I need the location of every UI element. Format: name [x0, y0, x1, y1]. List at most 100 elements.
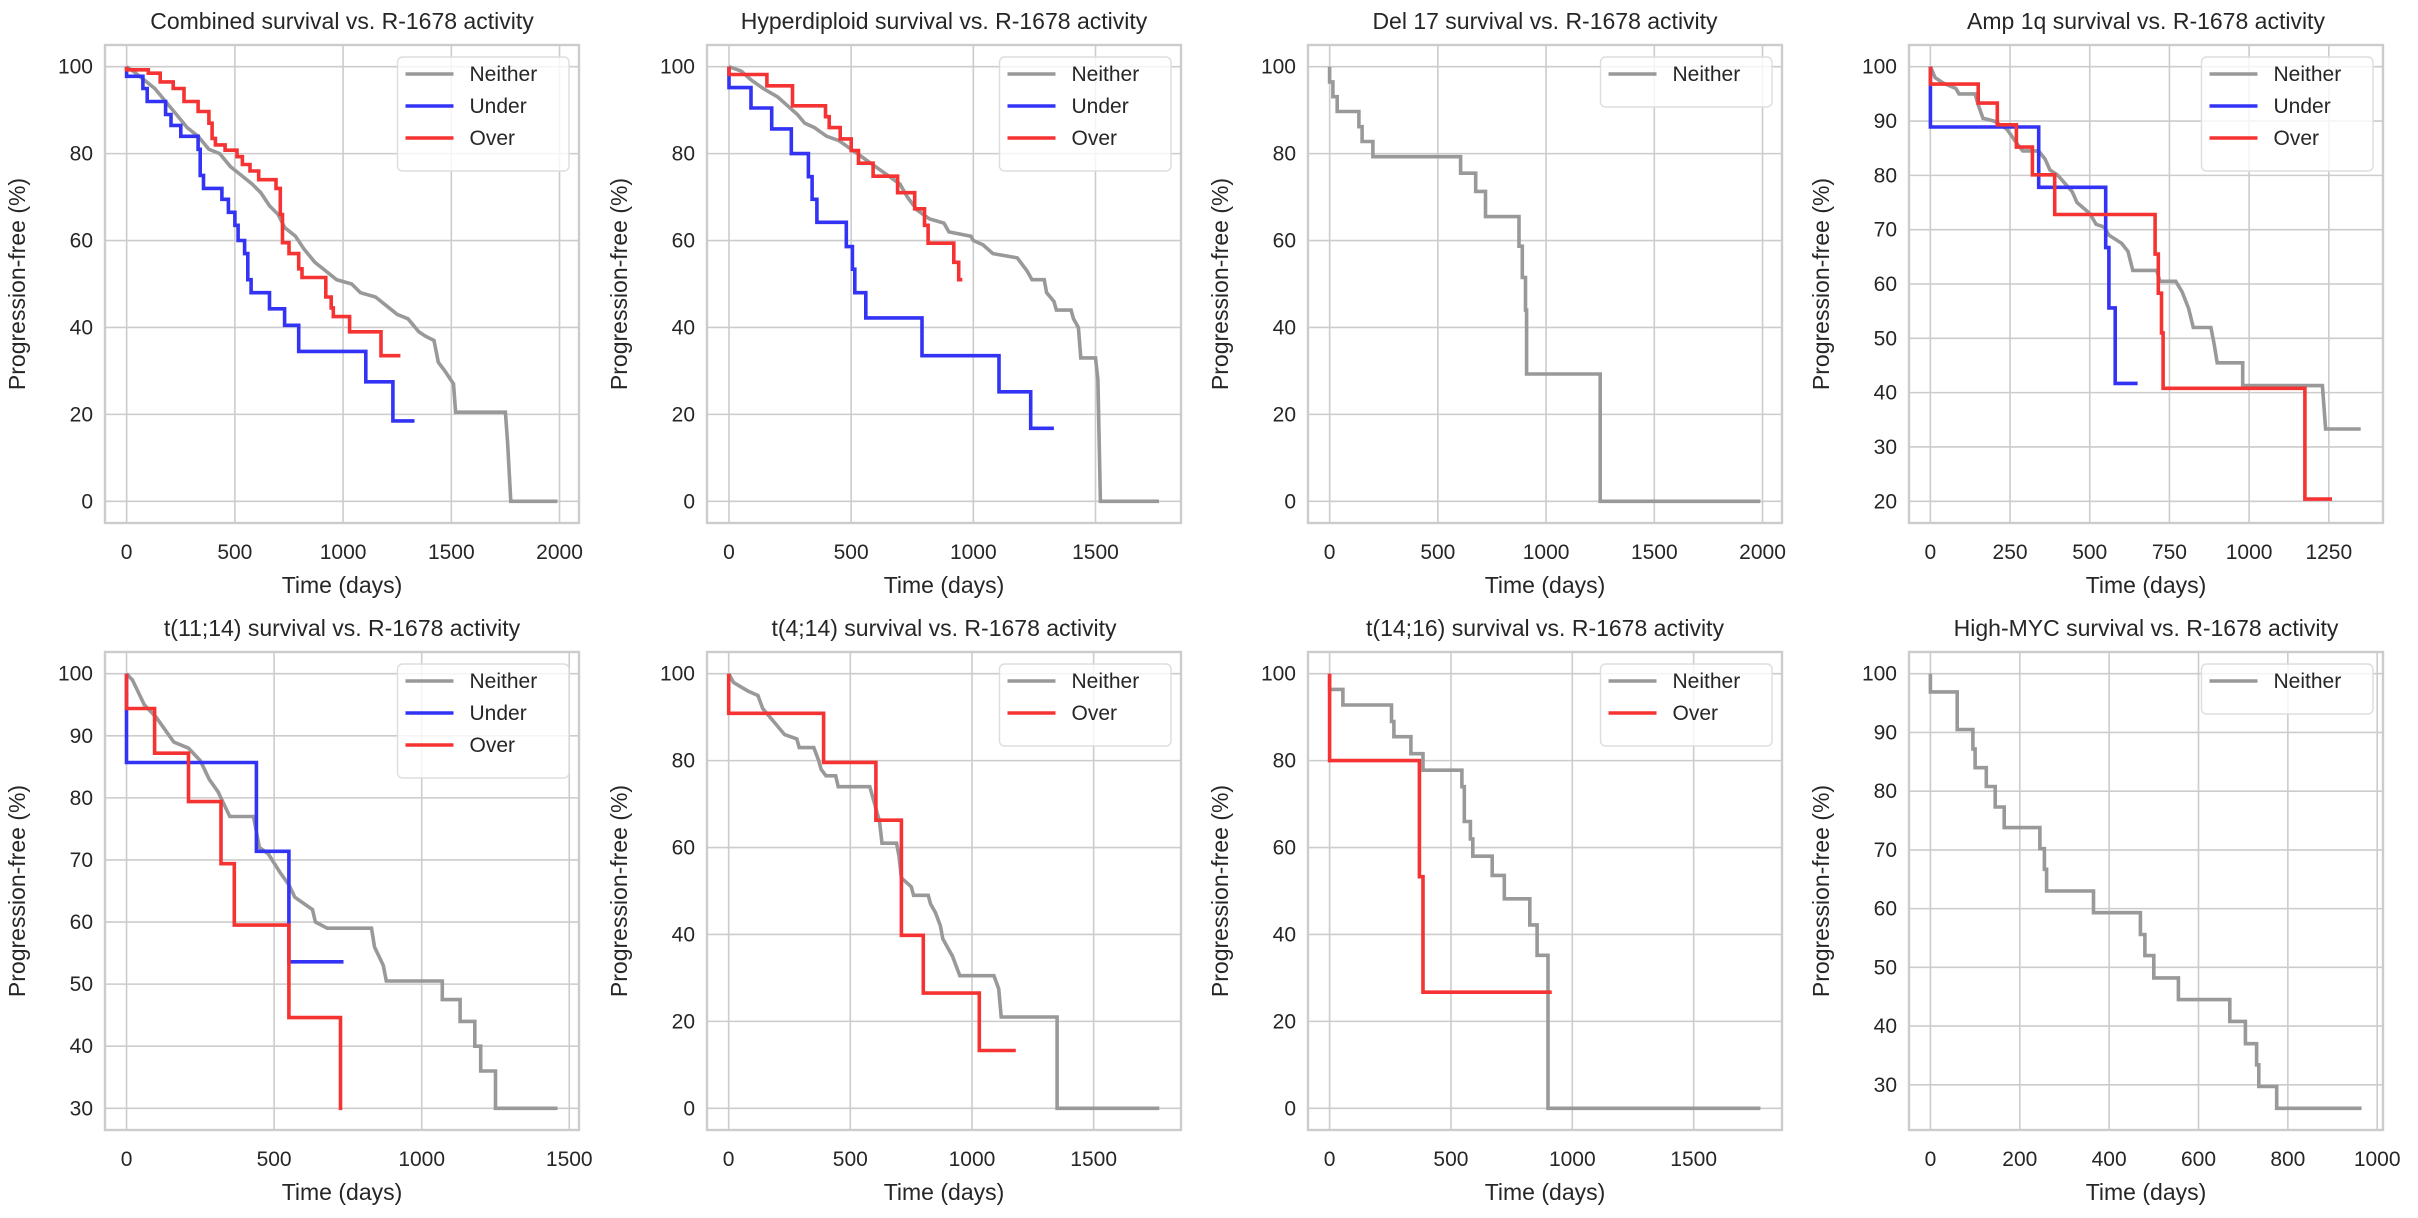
- y-tick-label: 60: [1273, 230, 1296, 253]
- y-tick-label: 100: [1862, 56, 1897, 79]
- legend-box: [396, 56, 570, 172]
- x-axis-label: Time (days): [2086, 1179, 2207, 1205]
- x-tick-label: 0: [1925, 1148, 1937, 1171]
- series-line-neither: [1327, 673, 1761, 1111]
- series-line-over: [726, 673, 1016, 1053]
- x-tick-label: 500: [1420, 541, 1455, 564]
- x-tick-label: 200: [2002, 1148, 2037, 1171]
- series-line-neither: [125, 65, 558, 504]
- y-tick-label: 80: [1273, 750, 1296, 773]
- axes-frame: [705, 650, 1183, 1132]
- x-tick-label: 1500: [1072, 541, 1119, 564]
- y-tick-label: 100: [660, 663, 695, 686]
- y-tick-label: 100: [1862, 663, 1897, 686]
- y-axis-label: Progression-free (%): [606, 178, 632, 390]
- legend: Neither Under Over: [998, 56, 1172, 172]
- series-line-neither: [1928, 673, 2362, 1111]
- legend-box: [1599, 56, 1773, 108]
- x-tick-label: 0: [723, 1148, 735, 1171]
- x-axis-label: Time (days): [1485, 572, 1606, 598]
- y-tick-label: 100: [58, 56, 93, 79]
- x-tick-label: 0: [121, 1148, 133, 1171]
- y-tick-label: 60: [70, 911, 93, 934]
- x-tick-label: 1500: [1631, 541, 1678, 564]
- x-tick-label: 1000: [398, 1148, 445, 1171]
- legend: Neither: [1599, 56, 1773, 108]
- y-tick-label: 30: [1874, 436, 1897, 459]
- legend: Neither Under Over: [396, 56, 570, 172]
- y-tick-label: 40: [1874, 382, 1897, 405]
- y-tick-label: 40: [1273, 923, 1296, 946]
- x-tick-label: 0: [1925, 541, 1937, 564]
- legend-label: Under: [1072, 95, 1129, 118]
- y-tick-label: 60: [1874, 898, 1897, 921]
- x-axis-label: Time (days): [282, 572, 403, 598]
- legend-box: [2200, 56, 2374, 172]
- y-tick-label: 100: [58, 663, 93, 686]
- y-tick-label: 100: [660, 56, 695, 79]
- legend-label: Neither: [470, 670, 538, 693]
- y-tick-label: 60: [672, 230, 695, 253]
- axes-frame: [103, 43, 581, 525]
- x-tick-label: 500: [217, 541, 252, 564]
- axes-frame: [103, 650, 581, 1132]
- y-tick-label: 90: [70, 725, 93, 748]
- legend-label: Neither: [1673, 670, 1741, 693]
- series-line-over: [124, 673, 343, 1111]
- x-tick-label: 1250: [2305, 541, 2352, 564]
- y-tick-label: 50: [1874, 956, 1897, 979]
- legend-label: Neither: [1673, 63, 1741, 86]
- x-tick-label: 600: [2181, 1148, 2216, 1171]
- y-axis-label: Progression-free (%): [1207, 785, 1233, 997]
- chart-title: High-MYC survival vs. R-1678 activity: [1954, 615, 2339, 641]
- x-axis-label: Time (days): [2086, 572, 2207, 598]
- legend-label: Under: [470, 702, 527, 725]
- legend: Neither Under Over: [396, 663, 570, 779]
- legend: Neither Over: [998, 663, 1172, 747]
- x-tick-label: 1000: [1523, 541, 1570, 564]
- x-tick-label: 0: [121, 541, 133, 564]
- legend: Neither: [2200, 663, 2374, 715]
- y-tick-label: 70: [1874, 219, 1897, 242]
- x-tick-label: 500: [2072, 541, 2107, 564]
- y-tick-label: 20: [1273, 1010, 1296, 1033]
- series-line-neither: [1327, 66, 1761, 504]
- y-tick-label: 20: [70, 403, 93, 426]
- series-line-neither: [125, 672, 558, 1111]
- y-tick-label: 40: [70, 1035, 93, 1058]
- axes-frame: [1907, 43, 2385, 525]
- y-tick-label: 20: [1874, 490, 1897, 513]
- x-tick-label: 250: [1993, 541, 2028, 564]
- series-line-neither: [728, 65, 1159, 504]
- x-tick-label: 500: [1433, 1148, 1468, 1171]
- x-tick-label: 0: [1324, 1148, 1336, 1171]
- x-tick-label: 1000: [2354, 1148, 2401, 1171]
- y-axis-label: Progression-free (%): [1808, 178, 1834, 390]
- y-tick-label: 20: [672, 1010, 695, 1033]
- y-tick-label: 0: [81, 490, 93, 513]
- x-tick-label: 1500: [428, 541, 475, 564]
- legend-label: Over: [1072, 127, 1118, 150]
- x-tick-label: 500: [834, 541, 869, 564]
- y-tick-label: 60: [1273, 837, 1296, 860]
- chart-title: t(4;14) survival vs. R-1678 activity: [771, 615, 1117, 641]
- y-tick-label: 40: [1273, 316, 1296, 339]
- x-tick-label: 0: [723, 541, 735, 564]
- y-tick-label: 40: [1874, 1015, 1897, 1038]
- legend-label: Neither: [470, 63, 538, 86]
- series-line-over: [1327, 673, 1552, 994]
- legend: Neither Over: [1599, 663, 1773, 747]
- x-tick-label: 500: [257, 1148, 292, 1171]
- legend-label: Under: [2274, 95, 2331, 118]
- legend-label: Neither: [2274, 63, 2342, 86]
- chart-title: t(11;14) survival vs. R-1678 activity: [164, 615, 521, 641]
- legend-label: Over: [470, 734, 516, 757]
- axes-frame: [1907, 650, 2385, 1132]
- y-tick-label: 80: [1874, 780, 1897, 803]
- y-tick-label: 100: [1261, 56, 1296, 79]
- x-axis-label: Time (days): [1485, 1179, 1606, 1205]
